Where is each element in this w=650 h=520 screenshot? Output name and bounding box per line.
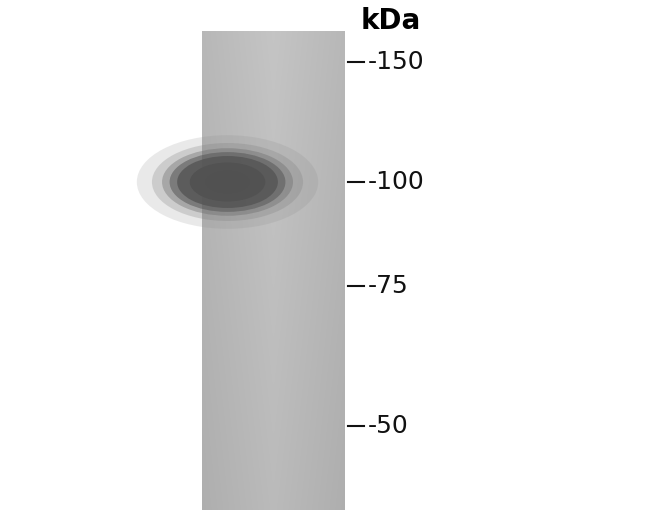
Text: -150: -150: [367, 50, 424, 74]
Text: -50: -50: [367, 414, 408, 438]
Ellipse shape: [190, 163, 265, 202]
Ellipse shape: [177, 156, 278, 208]
Text: kDa: kDa: [361, 7, 421, 35]
Ellipse shape: [162, 148, 293, 216]
Ellipse shape: [136, 135, 318, 229]
Text: -100: -100: [367, 170, 424, 194]
Ellipse shape: [152, 143, 303, 221]
Ellipse shape: [205, 171, 250, 194]
Text: -75: -75: [367, 274, 408, 298]
Ellipse shape: [170, 152, 285, 212]
